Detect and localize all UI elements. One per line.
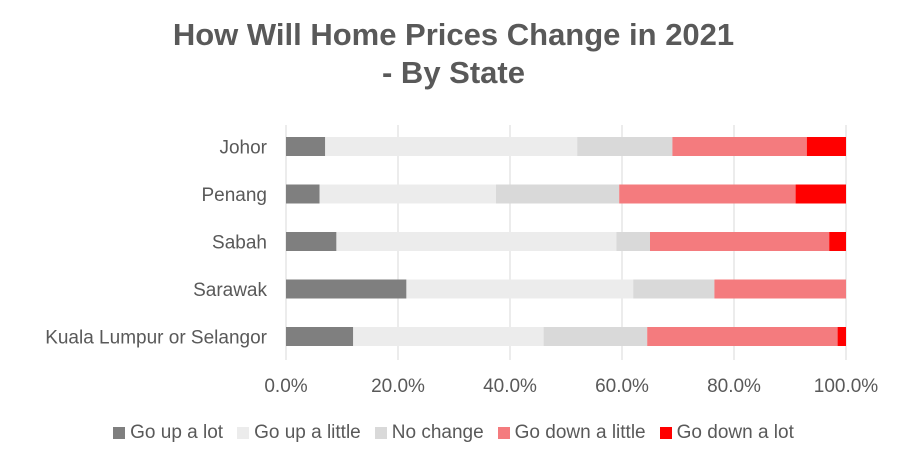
x-tick-label: 20.0% [371, 376, 425, 397]
bar-segment [616, 232, 650, 251]
bar-segment [543, 327, 648, 346]
legend-label: No change [391, 422, 484, 443]
category-label: Penang [201, 185, 267, 206]
x-axis-tick-labels: 0.0% 20.0% 40.0% 60.0% 80.0% 100.0% [264, 376, 878, 397]
legend-swatch [237, 427, 250, 439]
legend-swatch [374, 427, 387, 439]
legend-item: Go up a lot [113, 422, 223, 444]
legend-swatch [497, 427, 510, 439]
bar-segment [619, 184, 796, 204]
bar-segment [650, 232, 830, 251]
bar-segment [319, 184, 496, 204]
bar-segment [286, 184, 320, 204]
bar-segment [353, 327, 544, 346]
bar-segment [672, 137, 807, 156]
legend-label: Go up a lot [130, 422, 224, 443]
x-tick-label: 100.0% [814, 376, 879, 397]
chart-title: How Will Home Prices Change in 2021 - By… [0, 16, 907, 92]
bar-segment [325, 137, 578, 156]
legend-swatch [113, 427, 126, 439]
x-tick-label: 0.0% [264, 376, 307, 397]
category-label: Sabah [212, 233, 267, 254]
bar-segment [496, 184, 620, 204]
category-labels: Johor Penang Sabah Sarawak Kuala Lumpur or S… [45, 138, 267, 349]
x-tick-label: 60.0% [595, 376, 649, 397]
x-tick-label: 40.0% [483, 376, 537, 397]
bar-segment [647, 327, 838, 346]
legend-item: Go down a lot [659, 422, 794, 444]
category-label: Kuala Lumpur or Selangor [45, 328, 267, 349]
chart-title-line-2: - By State [382, 55, 525, 90]
legend: Go up a lot Go up a little No change Go dow… [0, 422, 907, 444]
bar-segment [714, 279, 846, 299]
legend-item: No change [374, 422, 484, 444]
bar-segment [286, 232, 337, 251]
legend-label: Go down a lot [676, 422, 794, 443]
legend-item: Go up a little [237, 422, 361, 444]
bar-segment [577, 137, 673, 156]
x-tick-label: 80.0% [707, 376, 761, 397]
legend-item: Go down a little [497, 422, 646, 444]
category-label: Johor [219, 138, 267, 159]
bar-segment [336, 232, 617, 251]
chart-title-line-1: How Will Home Prices Change in 2021 [172, 17, 735, 52]
bar-segment [806, 137, 846, 156]
bars [286, 137, 846, 346]
bar-segment [795, 184, 846, 204]
bar-segment [406, 279, 634, 299]
bar-segment [837, 327, 846, 346]
legend-label: Go up a little [254, 422, 361, 443]
bar-segment [633, 279, 715, 299]
bar-segment [286, 137, 326, 156]
legend-swatch [659, 427, 672, 439]
bar-segment [829, 232, 846, 251]
legend-label: Go down a little [514, 422, 646, 443]
category-label: Sarawak [193, 280, 267, 301]
bar-segment [286, 327, 354, 346]
bar-segment [286, 279, 407, 299]
